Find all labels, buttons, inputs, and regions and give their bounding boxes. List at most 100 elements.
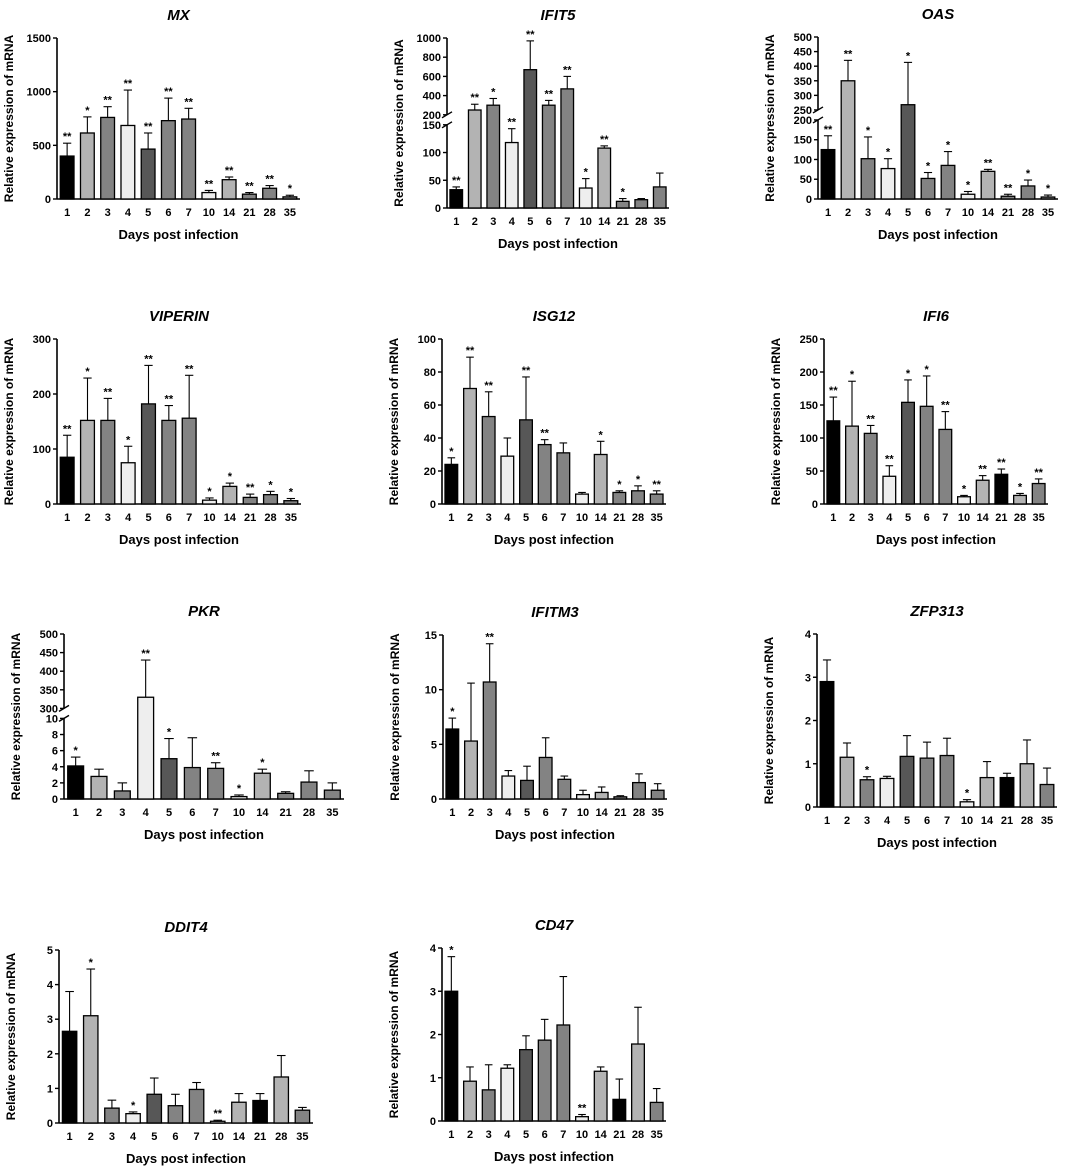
- x-axis-label: Days post infection: [877, 835, 997, 850]
- bar-day-2: [845, 425, 859, 505]
- bar-day-6: [161, 419, 177, 505]
- bar-day-35: [652, 186, 667, 209]
- significance-mark: *: [865, 765, 870, 777]
- y-tick-label: 10: [46, 713, 58, 725]
- bar-day-3: [863, 432, 878, 505]
- y-axis-label: Relative expression of mRNA: [763, 34, 777, 202]
- significance-mark: **: [544, 88, 553, 100]
- y-tick-label: 400: [40, 666, 58, 678]
- bar-day-28: [262, 187, 278, 200]
- significance-mark: **: [997, 457, 1006, 469]
- y-tick-label: 350: [794, 76, 812, 88]
- chart-panel-ifi6: 0 50 100 150 200 250 ** 1 * 2 ** 3 ** 4 * 5 * 6 ** 7 * 10 ** 14…: [769, 308, 1048, 547]
- y-tick-label: 0: [431, 794, 437, 806]
- bar-day-35: [649, 493, 664, 505]
- significance-mark: **: [600, 134, 609, 146]
- y-tick-label: 200: [33, 389, 51, 401]
- y-tick-label: 150: [794, 135, 812, 147]
- significance-mark: *: [85, 105, 90, 117]
- bar-day-14: [593, 453, 608, 505]
- bar-day-1: [445, 728, 460, 800]
- bar-day-10: [578, 187, 593, 209]
- x-tick-label: 2: [96, 807, 102, 819]
- x-tick-label: 28: [635, 216, 647, 228]
- significance-mark: *: [925, 364, 930, 376]
- x-tick-label: 28: [264, 207, 276, 219]
- x-tick-label: 21: [1002, 207, 1014, 219]
- bar-day-6: [541, 104, 556, 209]
- bar-day-35: [294, 1109, 311, 1124]
- bar-day-21: [615, 200, 630, 209]
- significance-mark: **: [507, 117, 516, 129]
- x-tick-label: 14: [224, 512, 237, 524]
- y-tick-label: 200: [794, 115, 812, 127]
- bar-day-4: [501, 775, 516, 800]
- bar-day-10: [201, 191, 217, 200]
- x-tick-label: 6: [925, 207, 931, 219]
- y-tick-label: 3: [47, 1014, 53, 1026]
- x-tick-label: 1: [448, 1129, 454, 1141]
- bar-day-10: [576, 793, 590, 800]
- significance-mark: **: [484, 380, 493, 392]
- bar-day-6: [160, 119, 176, 200]
- x-tick-label: 4: [143, 807, 150, 819]
- x-tick-label: 14: [233, 1131, 246, 1143]
- x-tick-label: 10: [203, 207, 215, 219]
- significance-mark: *: [207, 486, 212, 498]
- significance-mark: **: [485, 632, 494, 644]
- bar-day-5: [519, 1048, 533, 1122]
- bar-day-28: [1013, 494, 1027, 505]
- bar-day-14: [222, 485, 238, 505]
- significance-mark: *: [237, 783, 242, 795]
- bar-day-7: [939, 754, 955, 808]
- significance-mark: **: [978, 464, 987, 476]
- y-tick-label: 1000: [27, 87, 51, 99]
- y-tick-label: 300: [40, 703, 58, 715]
- y-tick-label: 1500: [27, 33, 51, 45]
- bar-day-28: [632, 781, 646, 800]
- y-tick-label: 0: [806, 194, 812, 206]
- chart-panel-viperin: 0100200300**1*2**3*4**5**6**7*10*14**21*…: [2, 308, 301, 547]
- y-tick-label: 1000: [417, 33, 441, 45]
- x-tick-label: 14: [982, 207, 995, 219]
- significance-mark: *: [886, 147, 891, 159]
- x-tick-label: 3: [864, 815, 870, 827]
- y-tick-label: 100: [800, 433, 818, 445]
- x-tick-label: 10: [212, 1131, 224, 1143]
- y-tick-label: 100: [418, 334, 436, 346]
- x-tick-label: 7: [942, 512, 948, 524]
- x-tick-label: 4: [504, 1129, 511, 1141]
- y-tick-label: 400: [423, 91, 441, 103]
- y-tick-label: 0: [52, 794, 58, 806]
- bar-day-21: [1000, 195, 1016, 200]
- y-tick-label: 0: [430, 1116, 436, 1128]
- bar-day-3: [486, 104, 501, 209]
- x-tick-label: 35: [285, 512, 297, 524]
- bar-day-3: [100, 116, 116, 200]
- x-tick-label: 2: [467, 512, 473, 524]
- significance-mark: **: [466, 345, 475, 357]
- bar-day-21: [277, 792, 295, 800]
- x-tick-label: 35: [651, 512, 663, 524]
- significance-mark: **: [104, 386, 113, 398]
- x-tick-label: 14: [598, 216, 611, 228]
- x-tick-label: 14: [977, 512, 990, 524]
- bar-day-5: [146, 1093, 163, 1124]
- x-tick-label: 21: [1001, 815, 1013, 827]
- x-tick-label: 2: [845, 207, 851, 219]
- bar-day-6: [537, 443, 552, 505]
- y-tick-label: 450: [40, 648, 58, 660]
- y-tick-label: 4: [47, 980, 54, 992]
- significance-mark: *: [966, 179, 971, 191]
- x-tick-label: 5: [905, 512, 911, 524]
- significance-mark: **: [144, 121, 153, 133]
- bar-day-10: [575, 1116, 589, 1122]
- x-tick-label: 10: [576, 1129, 588, 1141]
- bar-day-3: [100, 419, 116, 505]
- bar-day-1: [826, 420, 841, 505]
- x-tick-label: 21: [244, 512, 256, 524]
- x-axis-label: Days post infection: [119, 227, 239, 242]
- significance-mark: **: [103, 95, 112, 107]
- bar-day-5: [520, 779, 534, 800]
